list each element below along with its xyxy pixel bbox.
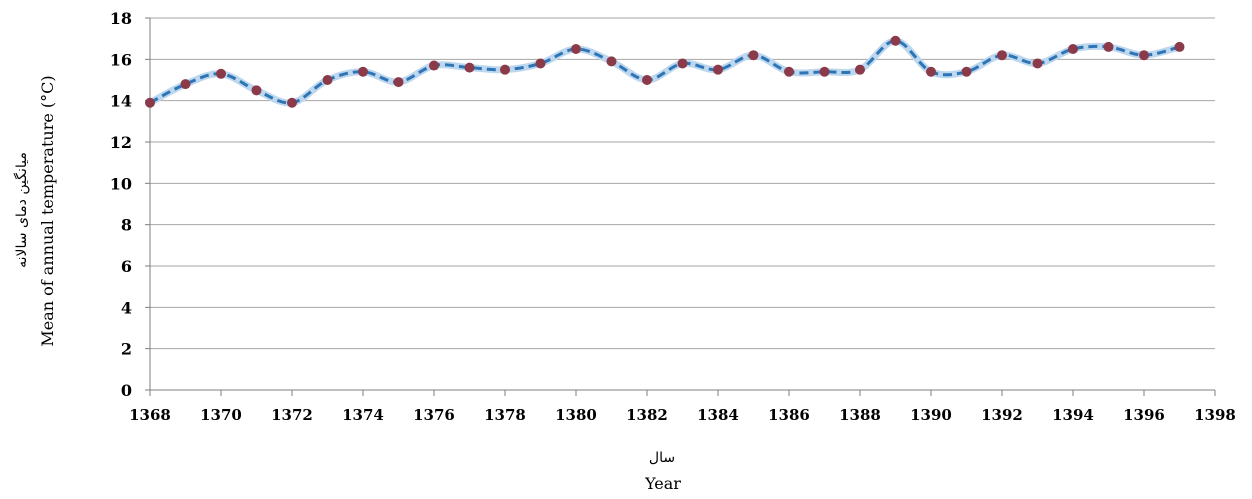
y-tick-label-8: 16 <box>110 50 132 69</box>
x-tick-label-0: 1368 <box>129 406 171 424</box>
data-point-1394 <box>1068 44 1078 54</box>
y-tick-label-2: 4 <box>121 298 132 317</box>
grid-lines <box>150 17 1215 350</box>
data-point-1397 <box>1174 41 1185 52</box>
x-axis-title: Year <box>644 474 681 493</box>
y-tick-label-1: 2 <box>121 340 132 359</box>
series-line-glow <box>146 37 1183 107</box>
data-point-1377 <box>464 62 475 73</box>
data-point-1393 <box>1032 58 1043 69</box>
y-tick-label-9: 18 <box>110 9 132 28</box>
axes <box>149 18 1215 391</box>
data-point-1368 <box>145 97 155 108</box>
y-tick-label-5: 10 <box>110 174 132 193</box>
data-point-1380 <box>571 44 581 54</box>
x-tick-label-13: 1394 <box>1052 406 1094 424</box>
data-point-1383 <box>677 58 688 69</box>
series-temperature <box>145 35 1185 108</box>
data-point-1374 <box>358 66 368 77</box>
data-point-1372 <box>287 97 297 108</box>
x-tick-label-10: 1388 <box>839 406 881 424</box>
x-tick-label-8: 1384 <box>697 406 739 424</box>
y-tick-label-3: 6 <box>121 257 132 276</box>
data-point-1381 <box>606 56 617 67</box>
y-tick-label-7: 14 <box>110 92 132 111</box>
y-tick-labels: 0 2 4 6 8 10 12 14 16 18 <box>110 9 150 400</box>
data-point-1376 <box>429 60 439 71</box>
data-point-1369 <box>180 79 191 90</box>
data-point-1386 <box>784 66 794 77</box>
data-point-1395 <box>1103 41 1114 52</box>
data-point-1378 <box>500 64 510 75</box>
y-tick-label-4: 8 <box>121 216 132 235</box>
data-point-1370 <box>216 68 226 79</box>
x-tick-label-1: 1370 <box>200 406 242 424</box>
data-point-1379 <box>535 58 546 69</box>
x-tick-label-6: 1380 <box>555 406 597 424</box>
y-axis-title-fa: میانگین دمای سالانه <box>13 152 30 268</box>
y-tick-label-0: 0 <box>121 381 132 400</box>
series-line <box>149 39 1180 105</box>
y-axis-title: Mean of annual temperature (°C) <box>38 75 57 346</box>
y-tick-label-6: 12 <box>110 133 132 152</box>
x-tick-label-12: 1392 <box>981 406 1023 424</box>
data-point-1382 <box>642 75 652 85</box>
x-tick-labels: 1368 1370 1372 1374 1376 1378 1380 1382 1384 1386… <box>129 390 1236 424</box>
x-tick-label-9: 1386 <box>768 406 810 424</box>
data-point-1384 <box>713 64 723 75</box>
data-point-1389 <box>890 35 901 46</box>
data-point-1390 <box>926 66 936 77</box>
x-tick-label-4: 1376 <box>413 406 455 424</box>
data-point-1373 <box>322 75 333 85</box>
data-point-1385 <box>748 50 759 61</box>
data-point-1391 <box>961 66 972 77</box>
x-tick-label-2: 1372 <box>271 406 313 424</box>
data-point-1388 <box>855 64 865 75</box>
x-tick-label-3: 1374 <box>342 406 384 424</box>
data-point-1375 <box>393 77 404 88</box>
x-tick-label-11: 1390 <box>910 406 952 424</box>
x-tick-label-7: 1382 <box>626 406 668 424</box>
x-axis-title-fa: سال <box>649 450 675 466</box>
data-point-1396 <box>1139 50 1149 61</box>
x-tick-label-14: 1396 <box>1123 406 1165 424</box>
x-tick-label-15: 1398 <box>1194 406 1236 424</box>
data-point-1387 <box>819 66 830 77</box>
x-tick-label-5: 1378 <box>484 406 526 424</box>
data-point-1371 <box>251 85 262 96</box>
data-point-1392 <box>997 50 1007 61</box>
